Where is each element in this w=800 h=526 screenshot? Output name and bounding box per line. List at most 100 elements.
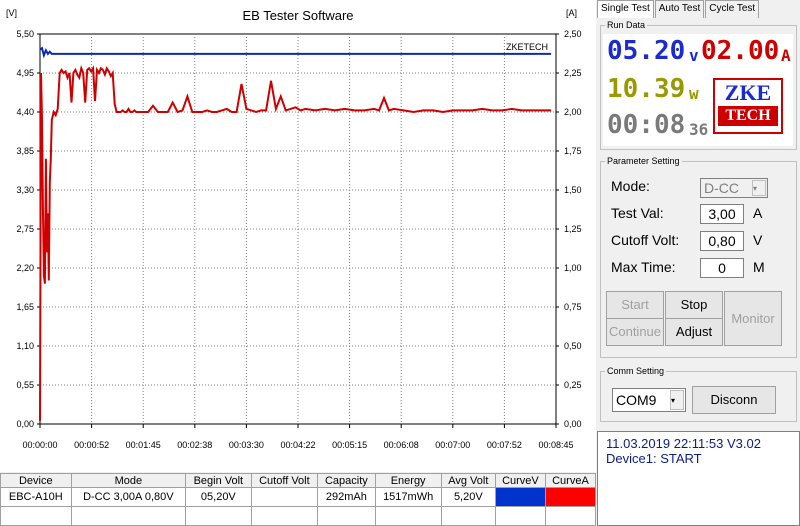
control-panel: Single Test Auto Test Cycle Test Run Dat… — [597, 0, 800, 526]
curve-a-swatch — [544, 487, 597, 507]
y-left-tick-label: 3,30 — [16, 185, 34, 195]
tab-single-test[interactable]: Single Test — [597, 0, 654, 18]
chart-title: EB Tester Software — [242, 8, 354, 23]
table-cell — [250, 506, 319, 526]
elapsed-seconds-readout: 36 — [689, 120, 709, 139]
adjust-button[interactable]: Adjust — [665, 318, 723, 346]
table-cell — [374, 506, 442, 526]
com-port-value: COM9 — [616, 392, 657, 408]
watermark: ZKETECH — [506, 42, 548, 52]
y-left-tick-label: 3,85 — [16, 146, 34, 156]
mode-select[interactable]: D-CC ▾ — [700, 178, 768, 198]
tab-auto-test[interactable]: Auto Test — [654, 0, 705, 18]
run-data-legend: Run Data — [607, 20, 646, 30]
x-tick-label: 00:01:45 — [126, 440, 161, 450]
table-cell — [185, 506, 252, 526]
table-body: EBC-A10H D-CC 3,00A 0,80V 05,20V 292mAh 1517… — [0, 487, 597, 526]
start-button[interactable]: Start — [606, 291, 664, 319]
chevron-down-icon[interactable]: ▾ — [752, 180, 766, 196]
test-val-label: Test Val: — [611, 205, 664, 221]
table-header-row: Device Mode Begin Volt Cutoff Volt Capacity E… — [0, 473, 597, 488]
y-left-tick-label: 1,65 — [16, 302, 34, 312]
y-right-tick-label: 2,50 — [564, 29, 582, 39]
column-header[interactable]: CurveA — [544, 473, 597, 488]
cutoff-volt-input[interactable]: 0,80 — [700, 231, 744, 251]
run-data-group: Run Data — [600, 20, 797, 150]
table-cell — [544, 506, 597, 526]
tab-bar: Single Test Auto Test Cycle Test — [597, 0, 760, 18]
run-data-display: 05.20 v 02.00 A 10.39 w 00:08 36 ZKE TEC… — [603, 34, 793, 146]
x-tick-label: 00:05:15 — [332, 440, 367, 450]
mode-label: Mode: — [611, 178, 650, 194]
x-tick-label: 00:00:52 — [74, 440, 109, 450]
voltage-readout: 05.20 — [607, 36, 686, 66]
column-header[interactable]: Device — [0, 473, 72, 488]
table-cell — [494, 506, 546, 526]
y-left-tick-label: 5,50 — [16, 29, 34, 39]
status-panel: 11.03.2019 22:11:53 V3.02 Device1: START — [597, 431, 800, 526]
y-right-tick-label: 1,00 — [564, 263, 582, 273]
x-tick-label: 00:07:00 — [435, 440, 470, 450]
comm-setting-legend: Comm Setting — [607, 366, 665, 376]
table-cell: EBC-A10H — [0, 487, 72, 507]
table-row — [0, 506, 597, 526]
logo-line1: ZKE — [724, 80, 772, 105]
cutoff-volt-unit: V — [753, 232, 763, 248]
table-cell — [0, 506, 72, 526]
mode-value: D-CC — [704, 180, 739, 196]
table-row[interactable]: EBC-A10H D-CC 3,00A 0,80V 05,20V 292mAh 1517… — [0, 487, 597, 507]
y-right-tick-label: 2,00 — [564, 107, 582, 117]
test-val-input[interactable]: 3,00 — [700, 204, 744, 224]
max-time-label: Max Time: — [611, 259, 676, 275]
com-port-select[interactable]: COM9 ▾ — [612, 388, 686, 412]
y-right-tick-label: 2,25 — [564, 68, 582, 78]
y-left-tick-label: 2,75 — [16, 224, 34, 234]
column-header[interactable]: Energy — [374, 473, 442, 488]
y-left-tick-label: 4,95 — [16, 68, 34, 78]
y-right-tick-label: 0,50 — [564, 341, 582, 351]
table-cell — [440, 506, 496, 526]
right-axis-unit: [A] — [566, 8, 578, 18]
parameter-setting-group: Parameter Setting — [600, 156, 797, 358]
x-tick-label: 00:07:52 — [487, 440, 522, 450]
stop-button[interactable]: Stop — [665, 291, 723, 319]
current-readout: 02.00 — [701, 36, 780, 66]
y-left-tick-label: 1,10 — [16, 341, 34, 351]
table-cell: 05,20V — [185, 487, 252, 507]
y-right-tick-label: 0,25 — [564, 380, 582, 390]
max-time-unit: M — [753, 259, 765, 275]
table-cell: 5,20V — [440, 487, 496, 507]
table-cell — [70, 506, 187, 526]
monitor-button[interactable]: Monitor — [724, 291, 782, 346]
y-left-tick-label: 4,40 — [16, 107, 34, 117]
column-header[interactable]: Cutoff Volt — [250, 473, 319, 488]
tab-cycle-test[interactable]: Cycle Test — [705, 0, 760, 18]
comm-setting-group: Comm Setting — [600, 366, 797, 422]
column-header[interactable]: Avg Volt — [440, 473, 496, 488]
y-left-tick-label: 0,55 — [16, 380, 34, 390]
table-cell: D-CC 3,00A 0,80V — [70, 487, 187, 507]
series-line-current — [39, 64, 552, 421]
chart-panel: EB Tester Software [V] [A] 0,00 0,00 0,55 0… — [0, 0, 596, 472]
left-axis-unit: [V] — [6, 8, 18, 18]
disconnect-button[interactable]: Disconn — [692, 386, 776, 414]
x-tick-label: 00:08:45 — [538, 440, 573, 450]
y-left-tick-label: 2,20 — [16, 263, 34, 273]
results-table: Device Mode Begin Volt Cutoff Volt Capacity E… — [0, 473, 597, 526]
column-header[interactable]: Mode — [70, 473, 187, 488]
column-header[interactable]: Begin Volt — [185, 473, 252, 488]
max-time-input[interactable]: 0 — [700, 258, 744, 278]
x-tick-label: 00:00:00 — [22, 440, 57, 450]
column-header[interactable]: Capacity — [317, 473, 376, 488]
y-right-tick-label: 1,50 — [564, 185, 582, 195]
x-tick-label: 00:06:08 — [384, 440, 419, 450]
x-tick-label: 00:02:38 — [177, 440, 212, 450]
power-unit: w — [689, 84, 699, 103]
y-right-tick-label: 0,75 — [564, 302, 582, 312]
chevron-down-icon[interactable]: ▾ — [670, 390, 684, 410]
column-header[interactable]: CurveV — [494, 473, 546, 488]
continue-button[interactable]: Continue — [606, 318, 664, 346]
table-cell: 1517mWh — [374, 487, 442, 507]
logo-line2: TECH — [718, 106, 778, 126]
y-right-tick-label: 1,75 — [564, 146, 582, 156]
